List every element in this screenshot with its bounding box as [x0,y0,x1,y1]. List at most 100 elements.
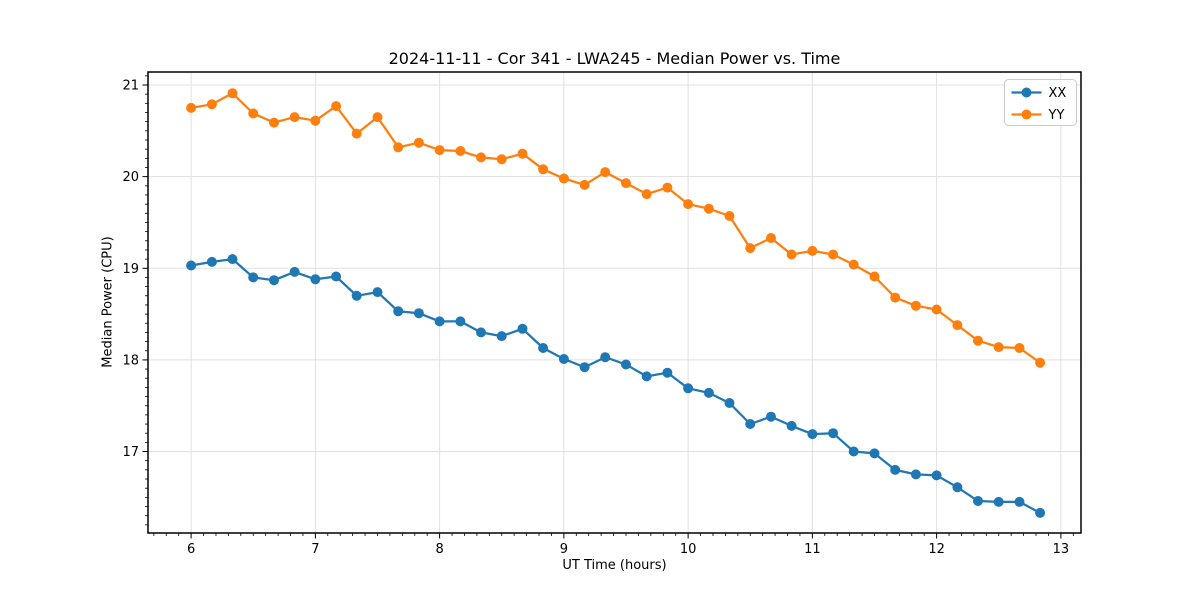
y-tick-label: 21 [122,79,139,94]
data-point-marker [434,316,445,327]
data-point-marker [517,323,528,334]
data-point-marker [973,335,983,346]
data-point-marker [227,88,238,99]
x-tick-label: 8 [435,542,443,557]
data-point-marker [745,243,756,254]
data-point-marker [331,271,342,282]
data-point-marker [289,266,300,277]
data-point-marker [662,182,673,193]
data-point-marker [289,112,300,123]
data-point-marker [683,199,694,210]
data-point-marker [372,287,383,298]
data-point-marker [1035,357,1046,368]
data-point-marker [310,274,321,285]
data-point-marker [393,306,404,317]
data-point-marker [724,211,735,221]
data-point-marker [538,164,549,175]
data-point-marker [807,429,818,440]
data-point-marker [890,464,901,475]
data-point-marker [227,254,238,265]
data-point-marker [703,387,714,398]
legend-label: XX [1049,86,1067,101]
data-point-marker [1014,343,1025,353]
data-point-marker [206,256,217,267]
plot-background [148,72,1081,533]
data-point-marker [476,152,486,163]
data-point-marker [558,173,569,184]
data-point-marker [890,292,901,303]
x-tick-label: 11 [804,542,821,557]
chart-title: 2024-11-11 - Cor 341 - LWA245 - Median P… [388,49,841,68]
x-tick-label: 12 [928,542,945,557]
data-point-marker [579,362,590,373]
data-point-marker [558,354,569,364]
data-point-marker [269,275,279,286]
data-point-marker [600,352,611,363]
data-point-marker [724,398,735,408]
data-point-marker [807,245,818,256]
data-point-marker [848,446,859,457]
data-point-marker [952,482,963,493]
data-point-marker [973,496,983,506]
data-point-marker [1014,496,1025,507]
data-point-marker [703,203,714,214]
y-axis-label: Median Power (CPU) [100,236,116,368]
data-point-marker [517,148,528,159]
y-tick-label: 18 [122,353,139,368]
data-point-marker [372,112,383,123]
data-point-marker [931,304,942,315]
data-point-marker [496,154,507,165]
x-tick-label: 13 [1053,542,1070,557]
data-point-marker [1035,507,1046,518]
data-point-marker [600,167,611,178]
data-point-marker [455,316,466,327]
plot-border [147,71,1082,534]
data-point-marker [910,300,921,311]
data-point-marker [641,371,652,382]
data-point-marker [434,145,445,156]
data-point-marker [869,271,880,282]
data-point-marker [496,331,507,342]
data-point-marker [621,178,631,189]
data-point-marker [952,320,963,331]
data-point-marker [186,260,197,271]
legend-label: YY [1048,108,1065,123]
x-tick-label: 6 [187,542,195,557]
data-point-marker [621,359,631,370]
data-point-marker [869,448,880,459]
data-point-marker [828,428,839,439]
data-point-marker [766,411,776,422]
data-point-marker [331,101,342,112]
data-point-marker [745,419,756,429]
data-point-marker [828,249,839,260]
data-point-marker [248,108,259,119]
data-point-marker [310,115,321,126]
y-tick-label: 20 [122,170,139,185]
x-axis-label: UT Time (hours) [562,558,667,573]
legend-entry: XX [1011,86,1067,101]
data-point-marker [683,383,694,394]
data-point-marker [910,469,921,480]
data-point-marker [579,179,590,190]
data-point-marker [413,137,424,148]
y-tick-label: 19 [122,262,139,277]
legend-entry: YY [1011,108,1065,123]
data-point-marker [455,146,466,156]
data-point-marker [351,128,362,139]
data-point-marker [538,343,549,353]
data-point-marker [206,99,217,110]
y-tick-label: 17 [122,445,139,460]
x-tick-label: 10 [680,542,697,557]
x-tick-label: 7 [311,542,319,557]
data-point-marker [931,470,942,481]
data-point-marker [848,259,859,270]
data-point-marker [476,327,486,338]
data-point-marker [269,117,279,128]
data-point-marker [766,233,776,243]
data-point-marker [662,367,673,378]
data-point-marker [413,308,424,319]
data-point-marker [248,272,259,283]
legend-marker [1021,109,1032,120]
data-point-marker [993,342,1004,353]
